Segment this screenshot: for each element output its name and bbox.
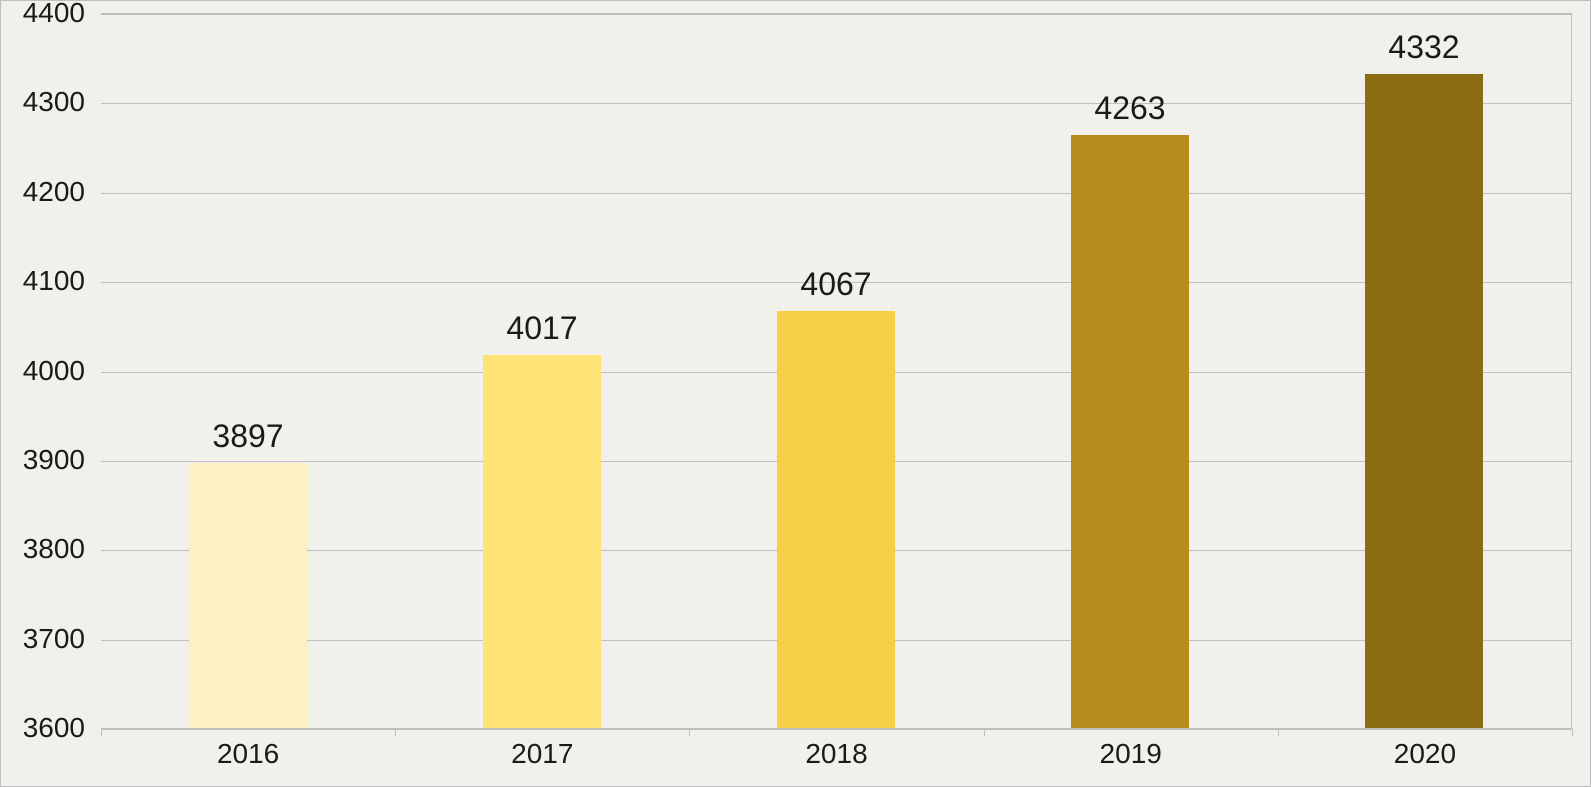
bar xyxy=(483,355,601,728)
bar-chart: 3897 4017 4067 4263 4332 3600 3700 3800 3900 400… xyxy=(0,0,1591,787)
plot-area: 3897 4017 4067 4263 4332 xyxy=(101,13,1572,728)
x-tick-label: 2019 xyxy=(1100,738,1162,770)
x-tick-mark xyxy=(101,728,102,736)
y-tick-label: 3800 xyxy=(23,533,85,565)
x-slot: 2016 xyxy=(101,728,395,788)
bar xyxy=(189,463,307,728)
x-tick-label: 2017 xyxy=(511,738,573,770)
x-tick-mark xyxy=(1572,728,1573,736)
x-slot: 2017 xyxy=(395,728,689,788)
y-tick-label: 4200 xyxy=(23,176,85,208)
bar-slot: 4332 xyxy=(1277,14,1571,728)
bar-slot: 4067 xyxy=(689,14,983,728)
x-tick-mark xyxy=(984,728,985,736)
x-tick-label: 2018 xyxy=(805,738,867,770)
bar-slot: 3897 xyxy=(101,14,395,728)
x-tick-label: 2020 xyxy=(1394,738,1456,770)
y-tick-label: 3900 xyxy=(23,444,85,476)
bar-slot: 4263 xyxy=(983,14,1277,728)
x-slot: 2019 xyxy=(984,728,1278,788)
y-tick-label: 4300 xyxy=(23,86,85,118)
bar xyxy=(1071,135,1189,728)
x-slot: 2018 xyxy=(689,728,983,788)
x-slot: 2020 xyxy=(1278,728,1572,788)
x-axis: 2016 2017 2018 2019 2020 xyxy=(101,728,1572,788)
y-tick-label: 3700 xyxy=(23,623,85,655)
bar xyxy=(777,311,895,728)
y-tick-label: 4400 xyxy=(23,0,85,29)
y-tick-label: 4000 xyxy=(23,355,85,387)
bar-value-label: 4263 xyxy=(1094,90,1165,127)
x-tick-mark xyxy=(689,728,690,736)
bars-layer: 3897 4017 4067 4263 4332 xyxy=(101,14,1571,728)
bar-value-label: 4017 xyxy=(506,310,577,347)
y-tick-label: 4100 xyxy=(23,265,85,297)
bar-value-label: 3897 xyxy=(212,418,283,455)
bar-value-label: 4332 xyxy=(1388,29,1459,66)
bar-value-label: 4067 xyxy=(800,266,871,303)
bar xyxy=(1365,74,1483,728)
x-tick-mark xyxy=(1278,728,1279,736)
y-tick-label: 3600 xyxy=(23,712,85,744)
x-tick-label: 2016 xyxy=(217,738,279,770)
x-tick-mark xyxy=(395,728,396,736)
bar-slot: 4017 xyxy=(395,14,689,728)
